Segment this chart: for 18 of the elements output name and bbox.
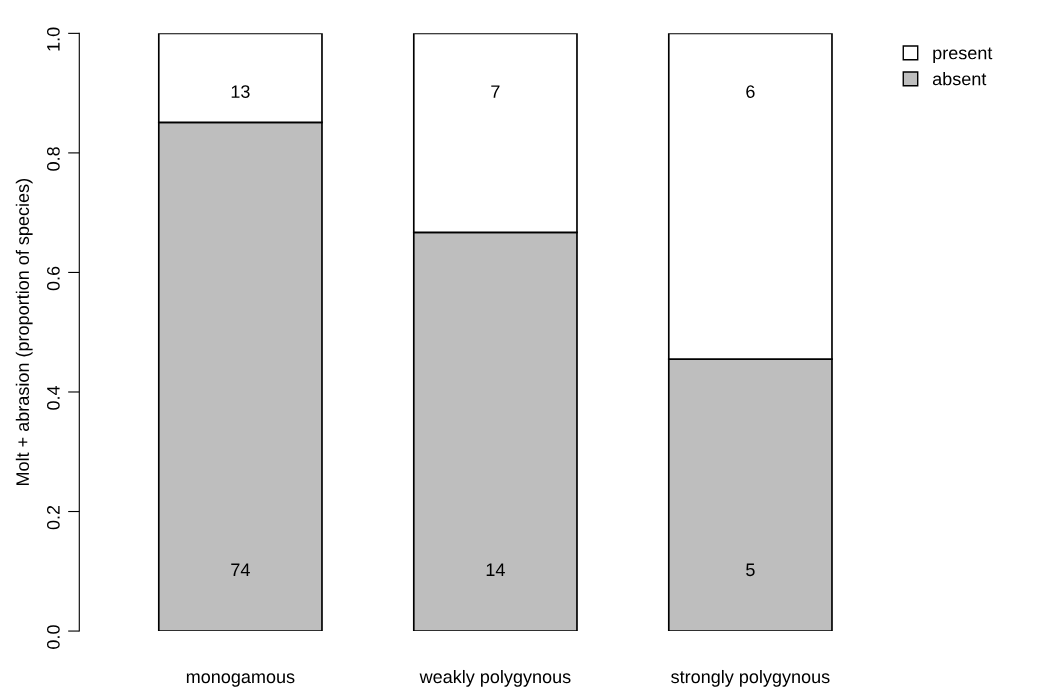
legend-label: absent [932,72,987,86]
annotation: 14 [486,563,505,576]
annotation: 7 [491,85,500,98]
annotation: 74 [231,563,250,576]
x-tick-label: weakly polygynous [419,669,571,687]
legend-label: present [933,47,993,63]
x-tick-label: strongly polygynous [671,669,830,687]
y-tick-label: 0.4 [46,385,60,410]
annotation: 5 [746,563,755,577]
annotation: 13 [231,85,250,98]
y-tick-label: 0.0 [46,625,60,649]
y-axis-title: Molt + abrasion (proportion of species) [15,179,33,486]
y-tick-label: 0.6 [46,266,60,291]
x-tick-label: monogamous [186,673,295,687]
y-tick-label: 1.0 [46,27,60,51]
y-tick-label: 0.8 [46,147,60,171]
annotation: 6 [746,85,755,98]
y-tick-label: 0.2 [46,505,60,530]
